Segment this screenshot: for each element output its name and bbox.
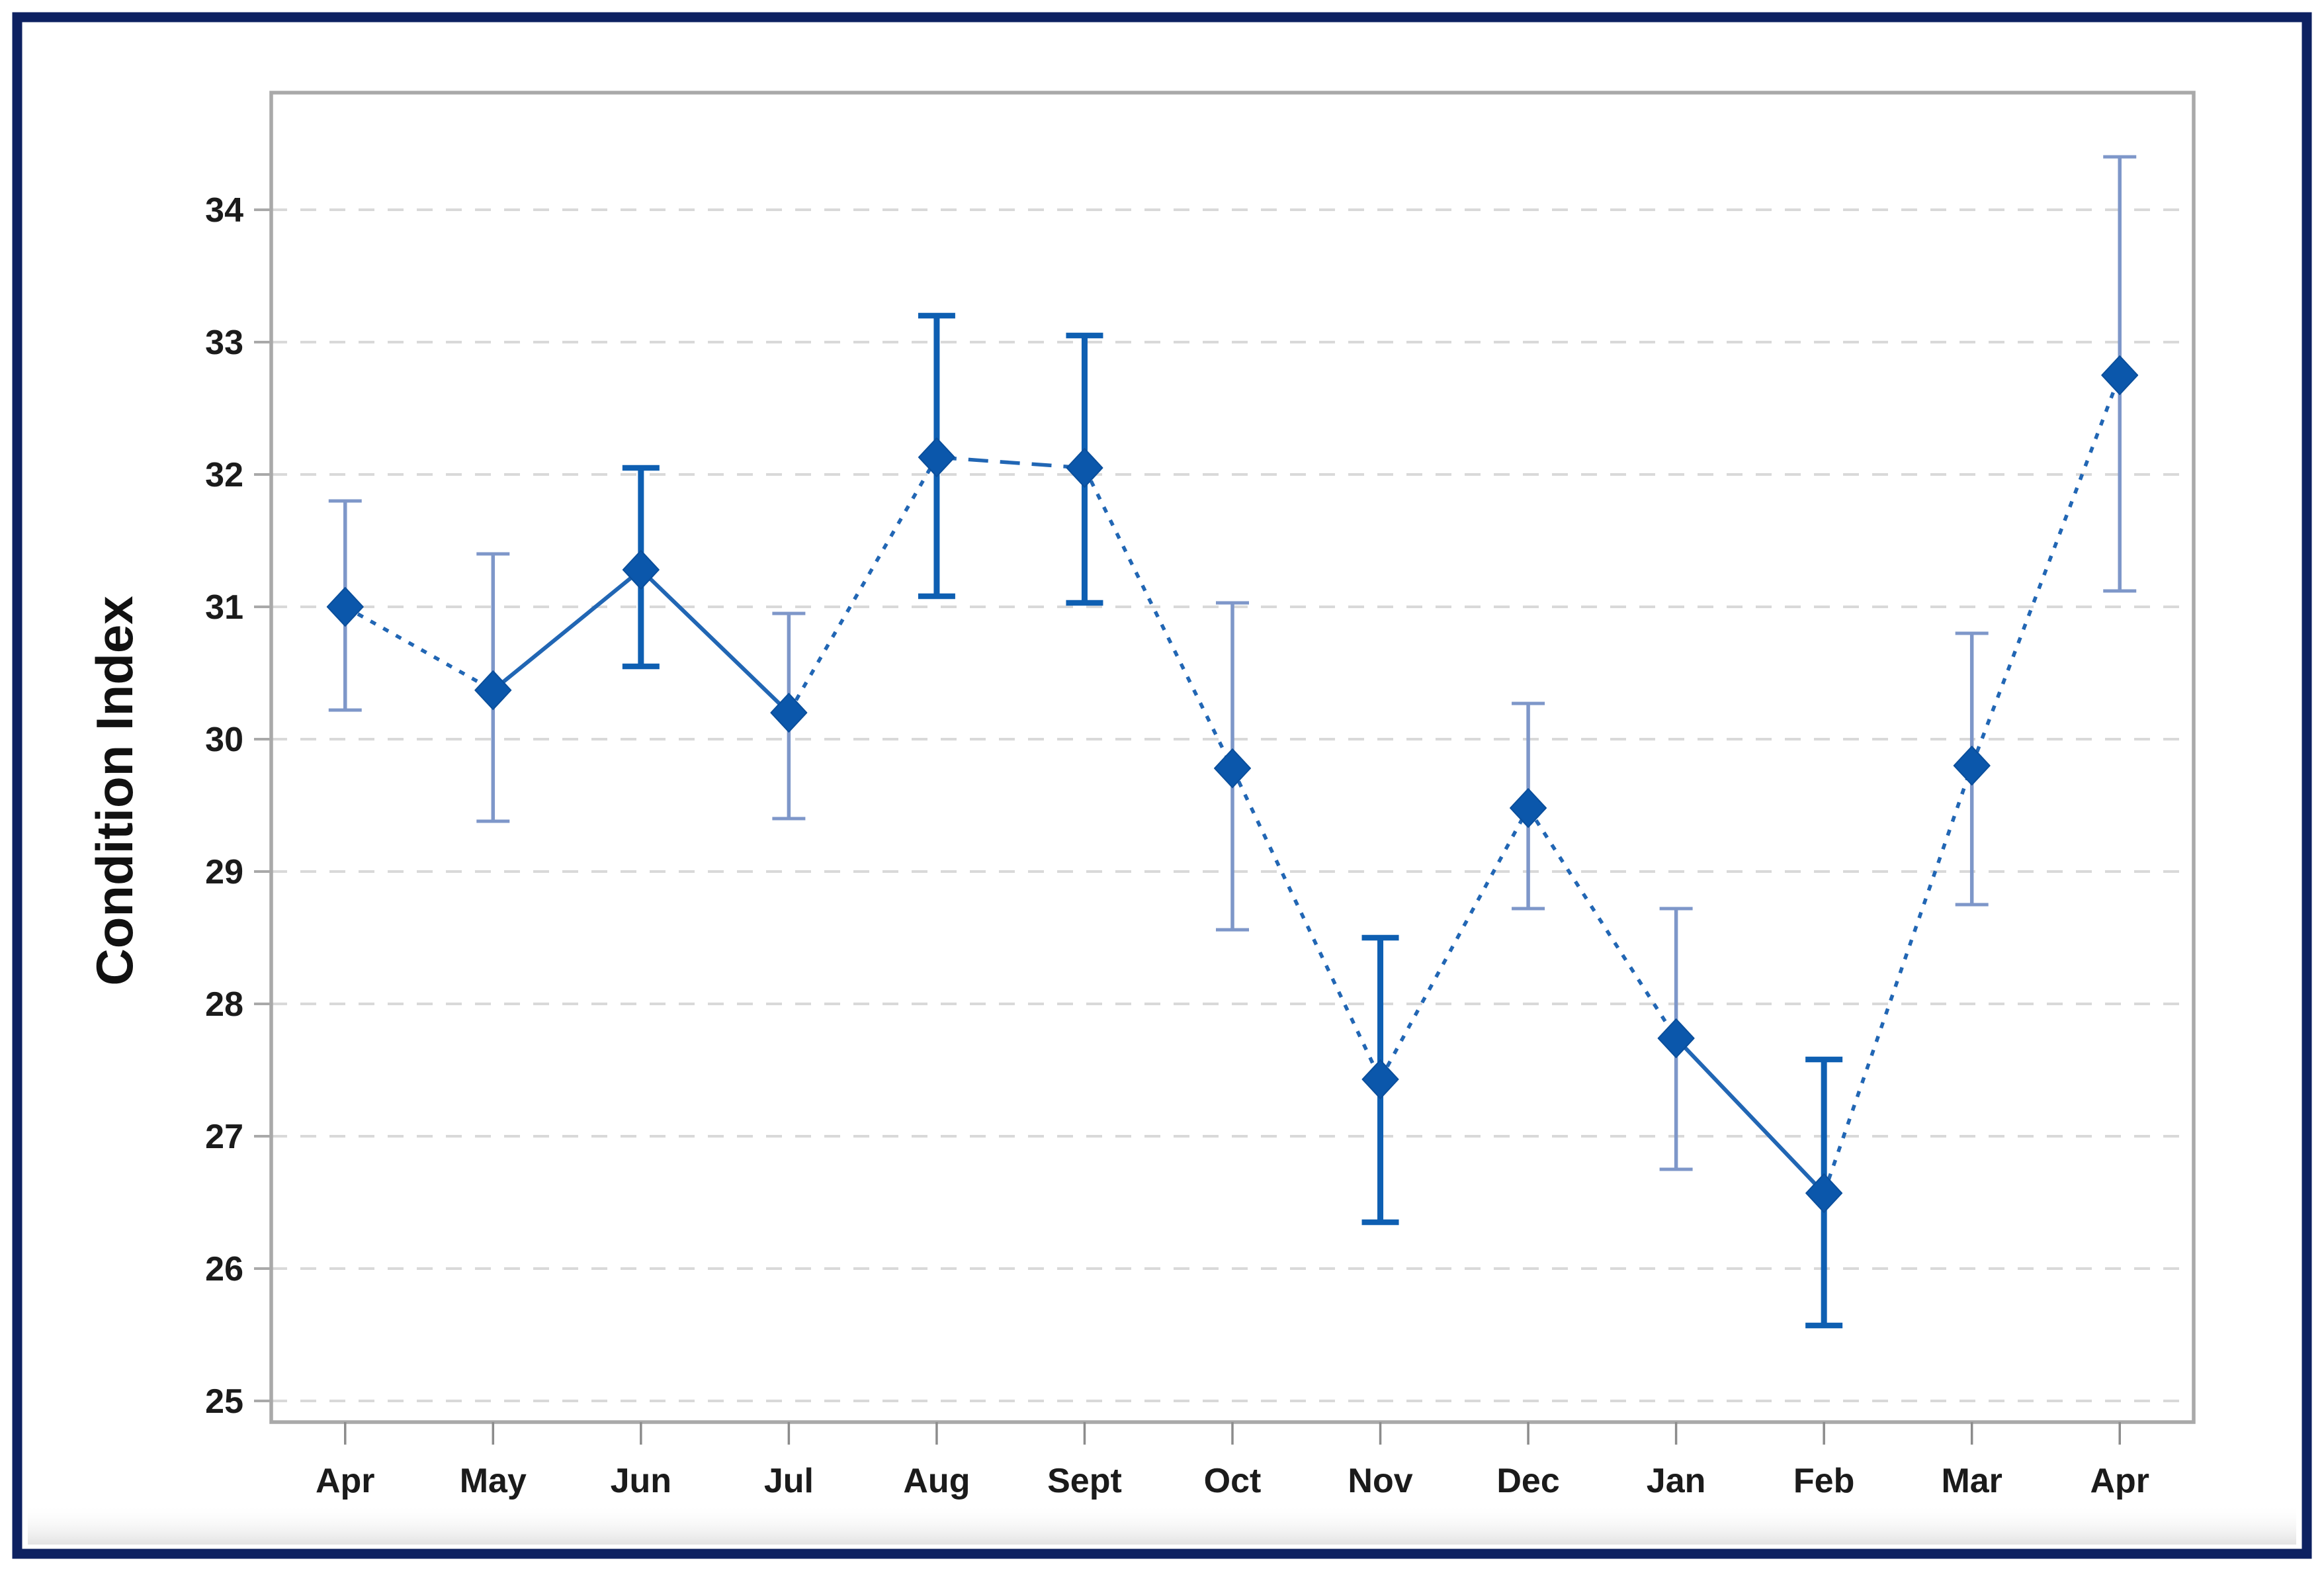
y-tick-label: 27 xyxy=(205,1118,243,1156)
connector-segment xyxy=(787,456,939,714)
x-tick-label: Oct xyxy=(1204,1462,1262,1500)
data-point-marker xyxy=(1657,1018,1695,1058)
connector-segment xyxy=(1822,765,1974,1194)
connector-segment xyxy=(1526,807,1678,1040)
x-tick-label: May xyxy=(460,1462,527,1500)
data-point-marker xyxy=(918,437,955,477)
connector-segment xyxy=(1970,375,2122,766)
y-tick-label: 28 xyxy=(205,985,243,1024)
y-tick-label: 30 xyxy=(205,721,243,759)
y-tick-label: 34 xyxy=(205,191,243,230)
x-tick-label: Aug xyxy=(903,1462,970,1500)
y-axis-title: Condition Index xyxy=(85,596,144,985)
outer-frame-border xyxy=(12,12,2312,1559)
y-tick-label: 33 xyxy=(205,324,243,362)
data-point-marker xyxy=(622,550,660,590)
connector-segment xyxy=(1082,467,1234,770)
connector-segment xyxy=(1379,807,1530,1081)
series-layer xyxy=(326,155,2139,1329)
x-tick-label: Jul xyxy=(764,1462,814,1500)
data-point-marker xyxy=(1953,746,1991,786)
x-tick-label: Nov xyxy=(1348,1462,1412,1500)
data-point-marker xyxy=(770,693,808,733)
y-tick-label: 25 xyxy=(205,1382,243,1421)
data-point-marker xyxy=(326,587,364,627)
x-tick-label: Mar xyxy=(1941,1462,2002,1500)
connector-segment xyxy=(1674,1036,1826,1195)
connector-segment xyxy=(639,568,791,715)
data-point-marker xyxy=(1214,748,1251,788)
x-tick-label: Dec xyxy=(1496,1462,1559,1500)
connector-segment xyxy=(936,455,1085,470)
connector-segment xyxy=(492,568,642,692)
y-tick-label: 32 xyxy=(205,456,243,494)
y-tick-label: 31 xyxy=(205,588,243,627)
connector-segment xyxy=(1230,767,1383,1081)
axis-layer: 25 26 27 28 29 30 31 32 33 34 Apr May Jun Jul Aug Sept O… xyxy=(205,91,2196,1500)
x-tick-label: Apr xyxy=(2090,1462,2149,1500)
x-tick-label: Jan xyxy=(1647,1462,1706,1500)
x-tick-label: Feb xyxy=(1793,1462,1854,1500)
x-tick-label: Apr xyxy=(316,1462,375,1500)
x-tick-label: Sept xyxy=(1047,1462,1122,1500)
data-point-marker xyxy=(1066,448,1103,488)
y-tick-label: 26 xyxy=(205,1250,243,1288)
data-point-marker xyxy=(1805,1173,1843,1213)
x-tick-label: Jun xyxy=(611,1462,671,1500)
connector-segment xyxy=(344,605,494,692)
data-point-marker xyxy=(2101,355,2139,395)
y-tick-label: 29 xyxy=(205,853,243,891)
data-point-marker xyxy=(1510,788,1547,828)
page-edge-shadow xyxy=(28,1504,2296,1545)
label-layer: Condition Index xyxy=(85,596,144,985)
data-point-marker xyxy=(1361,1059,1399,1099)
data-point-marker xyxy=(474,670,512,710)
